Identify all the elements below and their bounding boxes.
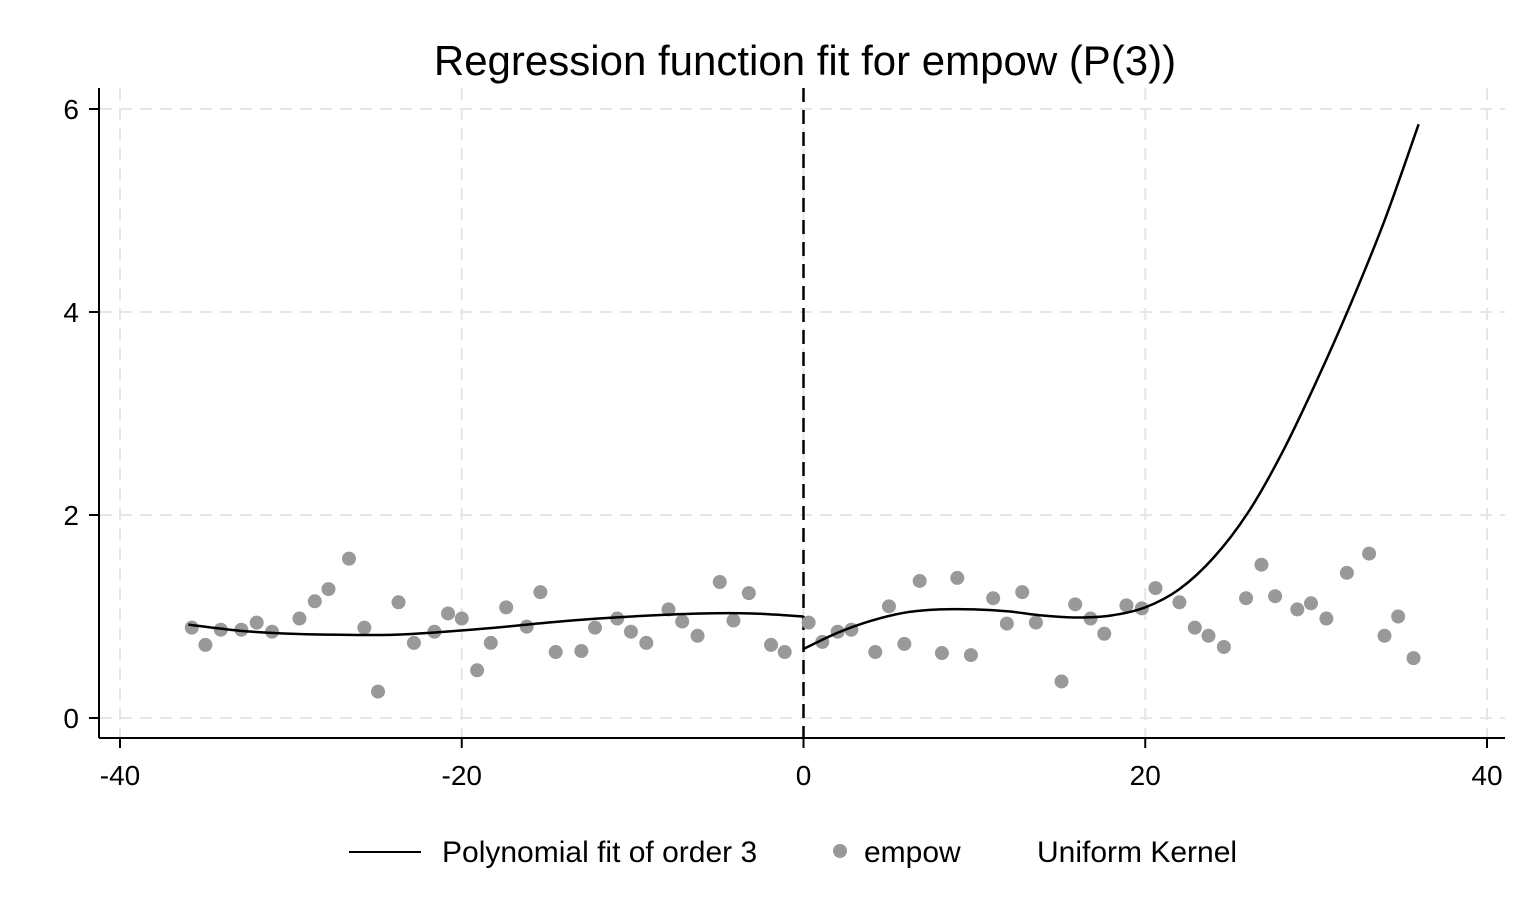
data-point <box>741 586 756 601</box>
y-tick-label: 6 <box>63 94 79 125</box>
data-point <box>999 616 1014 631</box>
data-point <box>934 646 949 661</box>
data-point <box>371 684 386 699</box>
data-point <box>801 615 816 630</box>
legend-label-uniform-kernel: Uniform Kernel <box>1037 836 1237 869</box>
data-point <box>881 599 896 614</box>
data-point <box>868 645 883 660</box>
data-point <box>307 594 322 609</box>
data-point <box>777 645 792 660</box>
data-point <box>1290 602 1305 617</box>
data-point <box>1083 611 1098 626</box>
chart-title: Regression function fit for empow (P(3)) <box>434 37 1176 84</box>
data-point <box>1172 595 1187 610</box>
data-point <box>1406 651 1421 666</box>
data-point <box>950 570 965 585</box>
x-tick-label: 40 <box>1471 760 1502 791</box>
fit-line-right <box>802 123 1420 651</box>
data-point <box>341 551 356 566</box>
data-point <box>548 645 563 660</box>
data-point <box>574 644 589 659</box>
data-point <box>391 595 406 610</box>
x-tick-label: 20 <box>1130 760 1161 791</box>
data-point <box>1362 546 1377 561</box>
data-point <box>1254 557 1269 572</box>
data-point <box>184 620 199 635</box>
data-point <box>726 613 741 628</box>
data-point <box>519 619 534 634</box>
data-point <box>1097 626 1112 641</box>
data-point <box>712 574 727 589</box>
data-point <box>639 635 654 650</box>
x-tick-label: -20 <box>442 760 482 791</box>
legend: Polynomial fit of order 3 empow Uniform … <box>349 836 1237 869</box>
data-point <box>1148 581 1163 596</box>
data-point <box>912 573 927 588</box>
data-point <box>292 611 307 626</box>
data-point <box>588 620 603 635</box>
data-point <box>406 635 421 650</box>
data-point <box>1339 565 1354 580</box>
data-point <box>1377 628 1392 643</box>
data-point <box>1068 597 1083 612</box>
data-point <box>357 620 372 635</box>
y-tick-label: 4 <box>63 297 79 328</box>
data-point <box>1303 596 1318 611</box>
data-point <box>198 637 213 652</box>
data-point <box>321 582 336 597</box>
data-point <box>483 635 498 650</box>
data-point <box>675 614 690 629</box>
fit-line-left <box>188 611 804 637</box>
data-point <box>623 624 638 639</box>
x-tick-label: -40 <box>100 760 140 791</box>
data-point <box>441 606 456 621</box>
axes: 0 2 4 6 -40 -20 0 20 40 <box>63 88 1505 791</box>
data-point <box>764 637 779 652</box>
data-point <box>470 663 485 678</box>
data-point <box>1028 615 1043 630</box>
data-point <box>1268 589 1283 604</box>
data-point <box>249 615 264 630</box>
data-point <box>499 600 514 615</box>
data-point <box>1319 611 1334 626</box>
legend-label-polynomial-fit: Polynomial fit of order 3 <box>442 836 757 869</box>
data-point <box>690 628 705 643</box>
x-tick-label: 0 <box>796 760 812 791</box>
data-point <box>963 648 978 663</box>
y-tick-label: 2 <box>63 500 79 531</box>
y-tick-label: 0 <box>63 703 79 734</box>
data-point <box>897 636 912 651</box>
data-point <box>1201 628 1216 643</box>
data-point <box>986 591 1001 606</box>
data-point <box>1054 674 1069 689</box>
data-point <box>533 585 548 600</box>
legend-label-empow: empow <box>864 836 961 869</box>
data-point <box>1216 639 1231 654</box>
data-point <box>1187 620 1202 635</box>
data-point <box>661 602 676 617</box>
data-point <box>1119 598 1134 613</box>
data-point <box>454 611 469 626</box>
data-point <box>1391 609 1406 624</box>
plot-area <box>184 88 1421 738</box>
data-point <box>1015 585 1030 600</box>
legend-point-swatch <box>833 844 847 858</box>
data-point <box>1239 591 1254 606</box>
